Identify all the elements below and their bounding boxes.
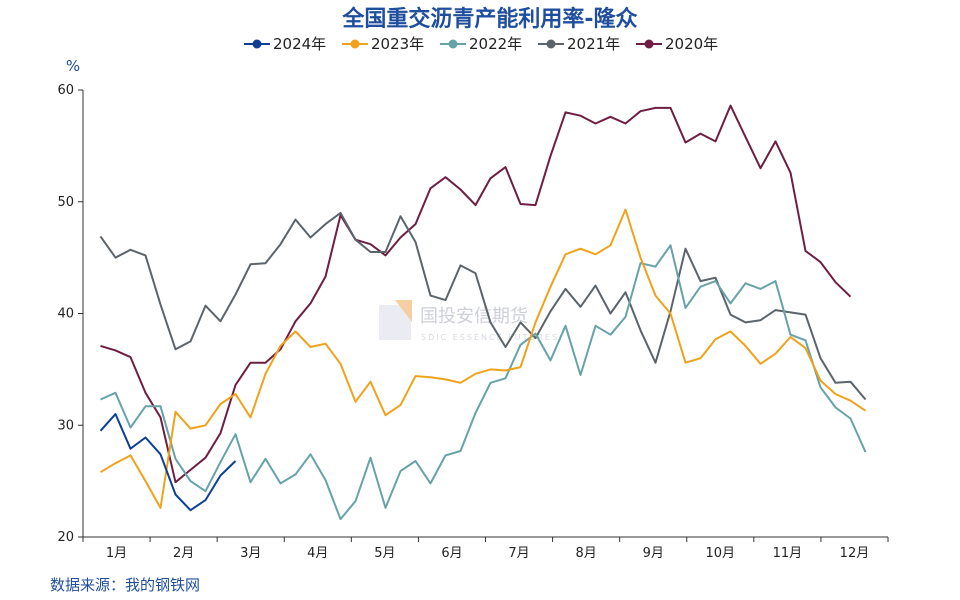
series-line-2024 [99,413,237,512]
legend: 2024年 2023年 2022年 2021年 2020年 [244,35,718,53]
y-tick-label: 20 [57,530,74,545]
y-axis-unit: % [66,57,80,75]
x-tick-label: 9月 [643,546,664,561]
series-line-2023 [99,208,867,509]
axes: 20 30 40 50 60 1月 2月 3月 4月 5月 6月 7月 8月 9月 10月 11月 12月 [57,83,889,561]
legend-swatch-dot [546,39,556,49]
series-line-2022 [100,244,867,521]
x-tick-label: 6月 [441,546,462,561]
x-tick-label: 2月 [173,546,194,561]
x-tick-label: 8月 [575,546,596,561]
watermark-text: 国投安信期货 [420,306,528,327]
series-line-2021 [99,211,867,401]
x-tick-label: 11月 [773,546,803,561]
legend-swatch-dot [350,39,360,49]
watermark: 国投安信期货 SDIC ESSENCE FUTURES [379,300,559,342]
y-tick-label: 50 [57,195,74,210]
x-tick-label: 1月 [106,546,127,561]
legend-item-2024: 2024年 [244,35,326,53]
legend-item-2021: 2021年 [538,35,620,53]
y-tick-label: 60 [57,83,74,98]
source-note: 数据来源：我的钢铁网 [50,576,200,594]
legend-swatch-dot [448,39,458,49]
legend-label: 2023年 [371,35,424,53]
y-tick-label: 40 [57,307,74,322]
watermark-subtext: SDIC ESSENCE FUTURES [421,333,559,342]
legend-item-2023: 2023年 [342,35,424,53]
chart-title: 全国重交沥青产能利用率-隆众 [341,6,637,32]
series-line-2020 [100,104,852,484]
legend-item-2022: 2022年 [440,35,522,53]
legend-item-2020: 2020年 [636,35,718,53]
x-tick-label: 3月 [240,546,261,561]
x-tick-label: 12月 [840,546,870,561]
legend-label: 2022年 [469,35,522,53]
legend-label: 2020年 [665,35,718,53]
y-tick-label: 30 [57,418,74,433]
legend-swatch-dot [644,39,654,49]
x-tick-label: 4月 [307,546,328,561]
watermark-logo-accent [395,300,412,322]
legend-swatch-dot [252,39,262,49]
x-tick-label: 10月 [706,546,736,561]
series-layer [99,104,867,521]
legend-label: 2021年 [567,35,620,53]
x-tick-label: 5月 [374,546,395,561]
legend-label: 2024年 [273,35,326,53]
x-tick-label: 7月 [508,546,529,561]
